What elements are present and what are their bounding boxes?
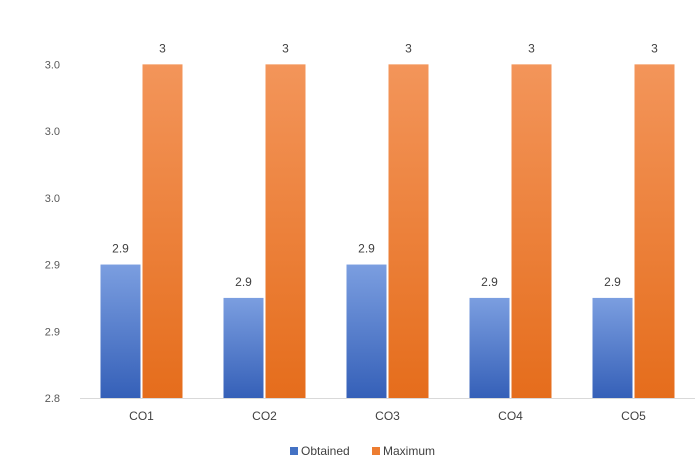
y-tick-label: 2.9: [45, 260, 60, 272]
x-tick-label-co2: CO2: [252, 409, 277, 423]
x-tick-label-co4: CO4: [498, 409, 523, 423]
bar-maximum-co1: [142, 64, 183, 398]
data-label-maximum-co3: 3: [405, 41, 412, 55]
legend-label-maximum: Maximum: [383, 444, 435, 458]
bar-maximum-co4: [511, 64, 552, 398]
bars-group: [100, 64, 675, 398]
legend-swatch-maximum: [372, 447, 380, 455]
bar-maximum-co3: [388, 64, 429, 398]
y-axis-ticks: 2.8 2.9 2.9 3.0 3.0 3.0: [45, 59, 60, 405]
y-tick-label: 2.8: [45, 393, 60, 405]
data-label-maximum-co2: 3: [282, 41, 289, 55]
x-tick-label-co1: CO1: [129, 409, 154, 423]
bar-obtained-co4: [469, 297, 510, 398]
x-tick-label-co3: CO3: [375, 409, 400, 423]
x-axis-ticks: CO1 CO2 CO3 CO4 CO5: [129, 409, 646, 423]
data-label-maximum-co1: 3: [159, 41, 166, 55]
data-label-obtained-co1: 2.9: [112, 242, 129, 256]
y-tick-label: 2.9: [45, 326, 60, 338]
data-labels-group: 2.9 3 2.9 3 2.9 3 2.9 3 2.9 3: [112, 41, 658, 289]
data-label-obtained-co2: 2.9: [235, 275, 252, 289]
legend-swatch-obtained: [290, 447, 298, 455]
y-tick-label: 3.0: [45, 193, 60, 205]
bar-obtained-co1: [100, 264, 141, 398]
y-tick-label: 3.0: [45, 126, 60, 138]
data-label-maximum-co5: 3: [651, 41, 658, 55]
bar-obtained-co2: [223, 297, 264, 398]
data-label-obtained-co3: 2.9: [358, 242, 375, 256]
legend-label-obtained: Obtained: [301, 444, 350, 458]
bar-maximum-co5: [634, 64, 675, 398]
data-label-obtained-co4: 2.9: [481, 275, 498, 289]
legend: Obtained Maximum: [290, 444, 435, 458]
data-label-maximum-co4: 3: [528, 41, 535, 55]
data-label-obtained-co5: 2.9: [604, 275, 621, 289]
y-tick-label: 3.0: [45, 59, 60, 71]
bar-maximum-co2: [265, 64, 306, 398]
x-tick-label-co5: CO5: [621, 409, 646, 423]
bar-obtained-co5: [592, 297, 633, 398]
bar-obtained-co3: [346, 264, 387, 398]
